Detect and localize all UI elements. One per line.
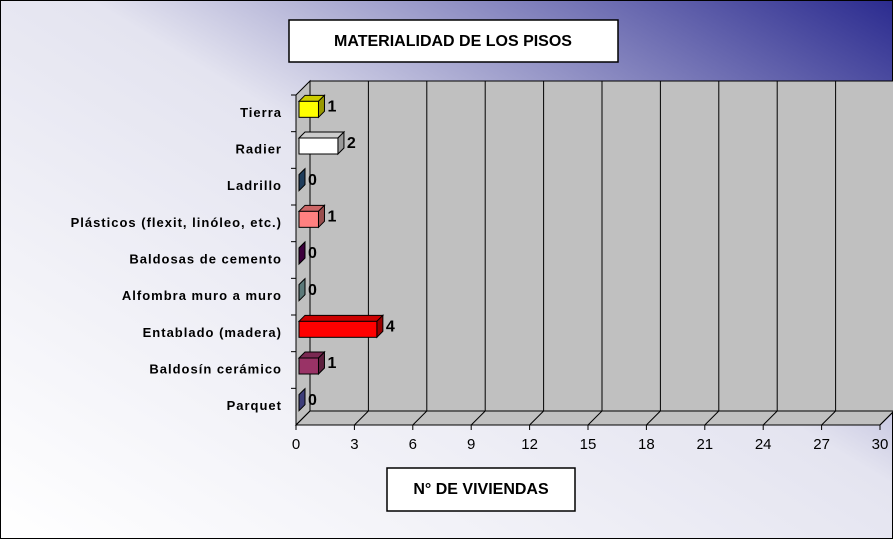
bar-side (298, 387, 306, 412)
floor-grid-line (821, 410, 836, 426)
y-tick-label: Plásticos (flexit, linóleo, etc.) (71, 215, 282, 230)
plot-area: 0 3 6 9 12 15 18 21 24 27 30 1 Tierra 2 Radier 0 Ladrill… (71, 79, 893, 453)
bar-side (298, 240, 306, 266)
x-tick-label: 3 (350, 436, 358, 453)
y-tick-label: Baldosas de cemento (129, 251, 282, 266)
data-label: 2 (347, 135, 356, 152)
bar-top (297, 131, 346, 139)
bar (298, 357, 319, 375)
title-box (288, 19, 619, 63)
y-tick-label: Ladrillo (227, 178, 282, 193)
data-label: 0 (308, 245, 317, 262)
floor-grid-line (470, 410, 486, 426)
bar (298, 210, 319, 228)
y-tick-label: Parquet (227, 398, 282, 413)
y-tick-label: Radier (236, 141, 282, 156)
chart-title: MATERIALIDAD DE LOS PISOS (334, 33, 572, 50)
bar (298, 100, 319, 118)
data-label: 0 (308, 172, 317, 189)
bar (298, 137, 339, 155)
x-tick-label: 0 (292, 436, 300, 453)
y-tick-label: Baldosín cerámico (149, 361, 282, 376)
y-tick-label: Tierra (240, 105, 282, 120)
floor-grid-line (412, 410, 428, 426)
y-tick-label: Alfombra muro a muro (122, 288, 282, 303)
x-title-box (386, 467, 576, 512)
bar-side (298, 277, 306, 302)
x-axis-title: N° DE VIVIENDAS (413, 481, 549, 498)
data-label: 0 (308, 392, 317, 409)
x-tick-label: 27 (813, 436, 830, 453)
floor-grid-line (529, 410, 544, 426)
floor-grid-line (354, 410, 369, 426)
floor-grid-line (295, 410, 311, 426)
floor-grid-line (762, 410, 778, 426)
x-tick-label: 21 (696, 436, 713, 453)
data-label: 4 (386, 319, 395, 336)
data-label: 1 (327, 99, 336, 116)
x-tick-label: 24 (755, 436, 772, 453)
x-tick-label: 6 (409, 436, 417, 453)
floor-grid-line (587, 410, 603, 426)
x-tick-label: 9 (467, 436, 475, 453)
x-tick-label: 18 (638, 436, 655, 453)
bar-side (298, 167, 306, 192)
floor-grid-line (879, 411, 893, 426)
floor-grid-line (646, 410, 661, 426)
x-tick-label: 15 (580, 436, 597, 453)
data-label: 1 (327, 209, 336, 226)
x-tick-label: 30 (872, 436, 889, 453)
floor-grid-line (704, 410, 720, 426)
bar-top (297, 314, 385, 322)
y-tick-label: Entablado (madera) (143, 325, 282, 340)
data-label: 0 (308, 282, 317, 299)
x-tick-label: 12 (521, 436, 538, 453)
bar (298, 320, 378, 338)
data-label: 1 (327, 355, 336, 372)
